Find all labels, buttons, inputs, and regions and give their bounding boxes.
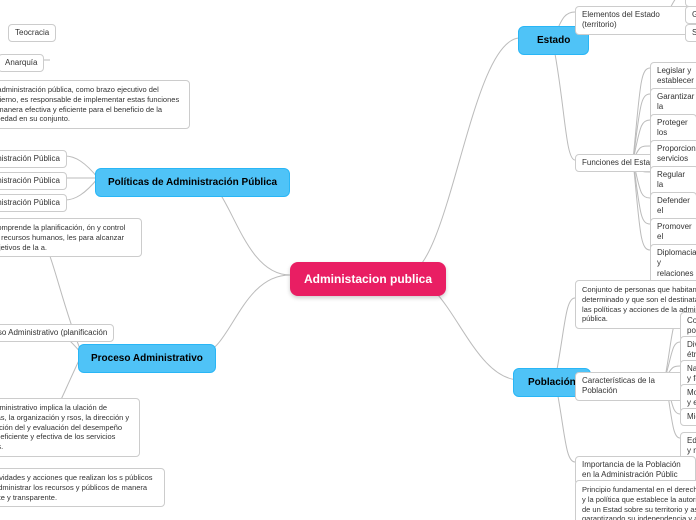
desc-left-4: de actividades y acciones que realizan l… — [0, 468, 165, 507]
sub-anarquia[interactable]: Anarquía — [0, 54, 44, 72]
desc-left-1: La administración pública, como brazo ej… — [0, 80, 190, 129]
desc-pob: Conjunto de personas que habitan en un t… — [575, 280, 696, 329]
root-node[interactable]: Administacion publica — [290, 262, 446, 296]
sub-proc1[interactable]: Proceso Administrativo (planificación — [0, 324, 114, 342]
sub-pol2[interactable]: iministración Pública — [0, 172, 67, 190]
sub-caracteristicas[interactable]: Características de la Población — [575, 372, 696, 401]
desc-left-3: eso administrativo implica la ulación de… — [0, 398, 140, 457]
desc-left-2: que comprende la planificación, ón y con… — [0, 218, 142, 257]
desc-sob: Principio fundamental en el derecho inte… — [575, 480, 696, 520]
sub-pol1[interactable]: iministración Pública — [0, 150, 67, 168]
sub-elem-sob[interactable]: Soberanía — [685, 24, 696, 42]
node-politicas[interactable]: Políticas de Administración Pública — [95, 168, 290, 197]
sub-pol3[interactable]: iministración Pública — [0, 194, 67, 212]
mindmap-canvas: Administacion publica Políticas de Admin… — [0, 0, 696, 520]
sub-teocracia[interactable]: Teocracia — [8, 24, 56, 42]
sub-elementos[interactable]: Elementos del Estado (territorio) — [575, 6, 696, 35]
sub-pobc5[interactable]: Migración — [680, 408, 696, 426]
node-proceso[interactable]: Proceso Administrativo — [78, 344, 216, 373]
sub-elem-gob[interactable]: Gobierno — [685, 6, 696, 24]
